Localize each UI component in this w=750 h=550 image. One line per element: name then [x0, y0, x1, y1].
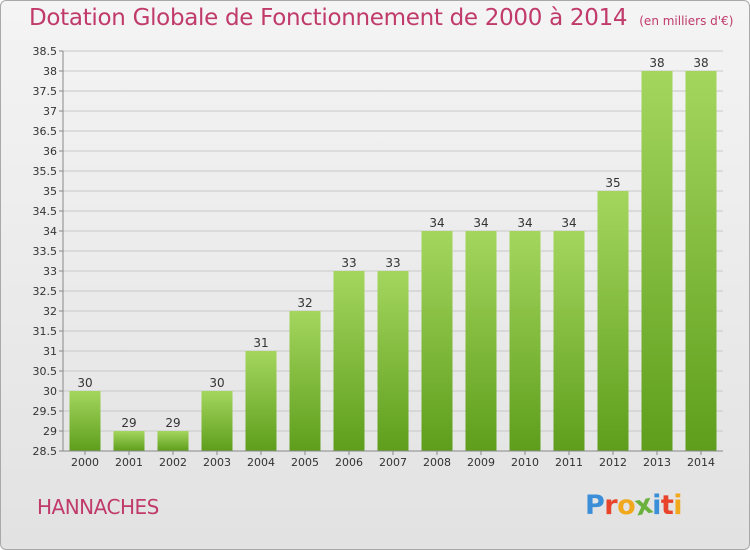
value-label-2009: 34 [473, 216, 488, 230]
commune-name: HANNACHES [37, 495, 159, 519]
bar-2012 [597, 191, 629, 451]
bar-2010 [509, 231, 541, 451]
x-tick-label-2005: 2005 [291, 456, 319, 469]
value-label-2008: 34 [429, 216, 444, 230]
x-tick-label-2003: 2003 [203, 456, 231, 469]
x-tick-label-2004: 2004 [247, 456, 275, 469]
y-tick-label: 28.5 [33, 445, 58, 458]
y-tick-label: 35.5 [33, 165, 58, 178]
x-tick-label-2007: 2007 [379, 456, 407, 469]
bar-2009 [465, 231, 497, 451]
y-tick-label: 33 [43, 265, 57, 278]
y-tick-label: 30.5 [33, 365, 58, 378]
bar-2014 [685, 71, 717, 451]
logo-letter: P [585, 490, 605, 521]
value-label-2005: 32 [297, 296, 312, 310]
y-tick-label: 33.5 [33, 245, 58, 258]
x-tick-label-2012: 2012 [599, 456, 627, 469]
y-tick-label: 37.5 [33, 85, 58, 98]
x-tick-label-2011: 2011 [555, 456, 583, 469]
x-tick-label-2002: 2002 [159, 456, 187, 469]
value-label-2010: 34 [517, 216, 532, 230]
y-tick-label: 34 [43, 225, 57, 238]
y-tick-label: 32.5 [33, 285, 58, 298]
bar-2003 [201, 391, 233, 451]
logo-letter: i [652, 490, 661, 521]
y-axis-ticks: 28.5 29 29.5 30 30.5 31 31.5 32 32.5 33 33.5 34 34.5… [33, 45, 63, 458]
value-label-2007: 33 [385, 256, 400, 270]
value-label-2012: 35 [605, 176, 620, 190]
y-tick-label: 35 [43, 185, 57, 198]
bar-2000 [69, 391, 101, 451]
bar-2001 [113, 431, 145, 451]
value-label-2006: 33 [341, 256, 356, 270]
y-tick-label: 31 [43, 345, 57, 358]
x-tick-label-2000: 2000 [71, 456, 99, 469]
bar-2013 [641, 71, 673, 451]
bar-2002 [157, 431, 189, 451]
y-tick-label: 32 [43, 305, 57, 318]
bar-value-labels: 30 29 29 30 31 32 33 33 34 34 34 34 35 38 38 [77, 56, 708, 430]
bar-2011 [553, 231, 585, 451]
chart-title-text: Dotation Globale de Fonctionnement de 20… [29, 5, 628, 31]
y-tick-label: 38.5 [33, 45, 58, 58]
chart-title: Dotation Globale de Fonctionnement de 20… [29, 5, 733, 31]
proxiti-logo: Proxiti [585, 489, 683, 523]
x-tick-label-2010: 2010 [511, 456, 539, 469]
value-label-2003: 30 [209, 376, 224, 390]
y-tick-label: 31.5 [33, 325, 58, 338]
value-label-2013: 38 [649, 56, 664, 70]
y-tick-label: 36.5 [33, 125, 58, 138]
logo-letter: r [604, 490, 618, 521]
bar-2006 [333, 271, 365, 451]
x-tick-label-2008: 2008 [423, 456, 451, 469]
y-tick-label: 37 [43, 105, 57, 118]
value-label-2004: 31 [253, 336, 268, 350]
x-axis-ticks: 2000 2001 2002 2003 2004 2005 2006 2007 2008 2009… [71, 451, 715, 469]
y-tick-label: 29 [43, 425, 57, 438]
bars [69, 71, 717, 451]
bar-2004 [245, 351, 277, 451]
y-tick-label: 30 [43, 385, 57, 398]
logo-letter: i [673, 490, 683, 521]
y-tick-label: 34.5 [33, 205, 58, 218]
y-tick-label: 29.5 [33, 405, 58, 418]
x-tick-label-2009: 2009 [467, 456, 495, 469]
logo-letter: o [617, 490, 636, 521]
x-tick-label-2006: 2006 [335, 456, 363, 469]
value-label-2002: 29 [165, 416, 180, 430]
bar-2005 [289, 311, 321, 451]
value-label-2001: 29 [121, 416, 136, 430]
x-tick-label-2001: 2001 [115, 456, 143, 469]
chart-subtitle: (en milliers d'€) [639, 14, 734, 28]
value-label-2014: 38 [693, 56, 708, 70]
bar-2008 [421, 231, 453, 451]
bar-2007 [377, 271, 409, 451]
value-label-2011: 34 [561, 216, 576, 230]
x-tick-label-2013: 2013 [643, 456, 671, 469]
logo-letter: t [660, 490, 674, 521]
x-tick-label-2014: 2014 [687, 456, 715, 469]
y-tick-label: 36 [43, 145, 57, 158]
y-tick-label: 38 [43, 65, 57, 78]
value-label-2000: 30 [77, 376, 92, 390]
